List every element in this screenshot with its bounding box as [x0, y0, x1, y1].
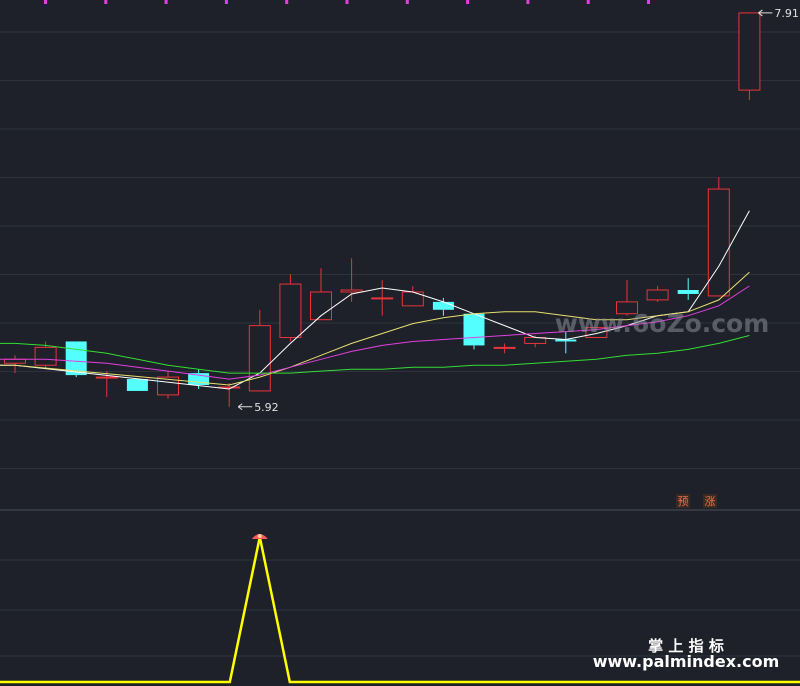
- badge-bg: [676, 494, 690, 508]
- price-annotations: 7.91 5.92: [237, 7, 799, 414]
- top-marker: [104, 0, 108, 4]
- watermark-brand: 掌 上 指 标: [648, 637, 724, 655]
- signal-badges: 预涨: [676, 494, 717, 508]
- annotation-arrow: [758, 9, 773, 17]
- annotation-arrow: [237, 403, 253, 411]
- price-annotation: 7.91: [774, 7, 799, 20]
- candle-body: [34, 346, 57, 366]
- watermark-url: www.palmindex.com: [593, 652, 780, 671]
- watermark-center: www.6oZo.com: [555, 309, 770, 338]
- top-marker: [526, 0, 530, 4]
- candle-body: [126, 379, 148, 391]
- candles: [4, 12, 761, 407]
- candle-body: [616, 301, 638, 315]
- candle-body: [4, 358, 26, 364]
- top-marker: [285, 0, 289, 4]
- candle-body: [188, 373, 210, 385]
- moving-average-line: [0, 210, 750, 390]
- candle-body: [555, 339, 577, 342]
- price-annotation: 5.92: [254, 401, 279, 414]
- candle-body: [95, 376, 118, 379]
- moving-average-line: [0, 271, 750, 386]
- candle-body: [432, 301, 454, 310]
- top-marker: [586, 0, 590, 4]
- candle-body: [340, 289, 363, 293]
- candle-body: [310, 291, 332, 321]
- candle-body: [707, 188, 730, 297]
- top-marker: [44, 0, 47, 4]
- candle-body: [371, 297, 394, 300]
- top-marker: [405, 0, 409, 4]
- top-markers: [44, 0, 650, 4]
- top-marker: [647, 0, 650, 4]
- candle-body: [646, 289, 669, 301]
- grid-lines: [0, 31, 800, 657]
- top-marker: [466, 0, 470, 4]
- peak-marker-dot: [257, 534, 262, 538]
- candle-body: [279, 283, 302, 338]
- candle-body: [248, 325, 271, 392]
- candle-body: [738, 12, 761, 91]
- top-marker: [224, 0, 228, 4]
- signal-badge: 涨: [705, 495, 716, 508]
- badge-bg: [703, 494, 717, 508]
- moving-average-line: [0, 335, 750, 374]
- moving-averages: [0, 210, 750, 390]
- moving-average-line: [0, 285, 750, 380]
- indicator-panel: [0, 534, 800, 684]
- top-marker: [345, 0, 349, 4]
- candle-body: [585, 327, 608, 338]
- candle-body: [493, 346, 516, 349]
- candle-body: [463, 313, 485, 346]
- signal-badge: 预: [678, 495, 689, 508]
- top-marker: [164, 0, 168, 4]
- candle-body: [677, 290, 699, 294]
